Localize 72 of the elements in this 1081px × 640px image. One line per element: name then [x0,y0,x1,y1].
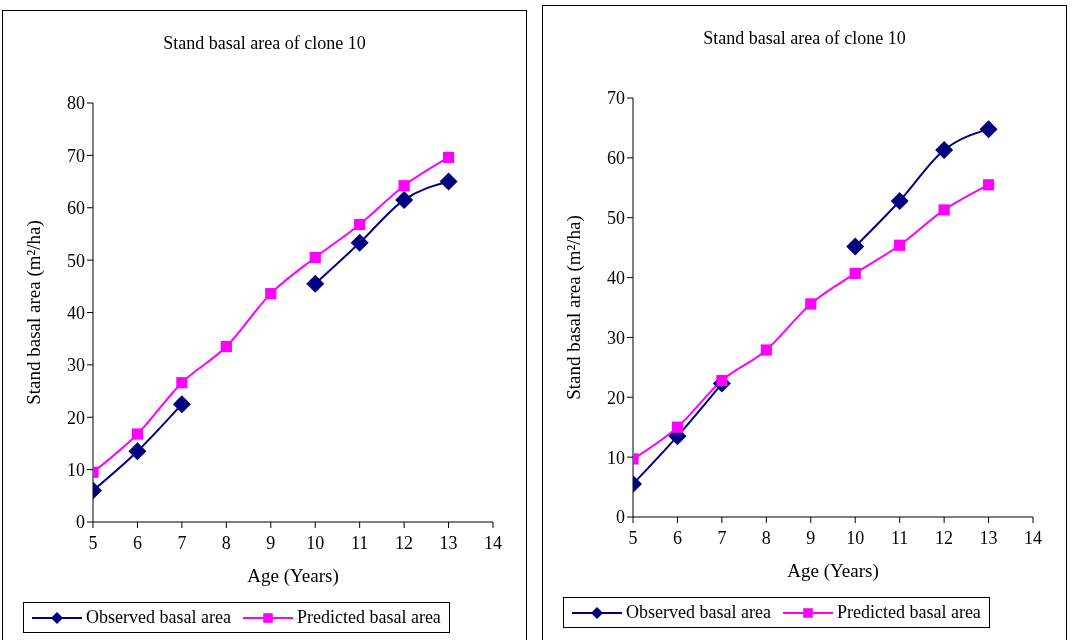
point [265,288,277,300]
y-tick-label: 0 [76,512,85,533]
y-tick-label: 0 [616,507,625,528]
point [671,421,684,433]
x-tick-label: 9 [806,527,816,548]
y-tick-label: 60 [607,148,625,169]
x-axis-title: Age (Years) [247,565,339,587]
x-tick-label: 14 [484,532,502,553]
x-tick-label: 13 [979,527,998,548]
point [395,190,414,209]
x-tick-label: 6 [672,527,682,548]
point [894,239,906,251]
x-tick-label: 5 [628,527,638,548]
y-tick-label: 20 [607,387,625,408]
point [176,377,188,389]
chart-title: Stand basal area of clone 10 [702,28,907,50]
point [354,218,366,231]
point [309,251,321,264]
point [442,151,455,164]
point [890,191,909,210]
x-tick-label: 12 [395,532,414,553]
y-axis-title: Stand basal area (m²/ha) [22,220,45,405]
x-tick-label: 10 [306,532,325,553]
y-tick-label: 70 [607,88,625,109]
x-tick-label: 8 [221,532,231,553]
x-tick-label: 12 [935,527,954,548]
y-tick-label: 80 [67,93,85,114]
x-tick-label: 9 [266,532,276,553]
y-tick-label: 70 [67,145,85,166]
legend-label: Predicted basal area [296,607,441,628]
y-tick-label: 20 [67,407,85,428]
point [805,298,817,310]
y-tick-label: 40 [67,302,85,323]
x-tick-label: 11 [350,532,369,553]
point [760,344,772,356]
x-tick-label: 6 [132,532,142,553]
point [979,120,998,139]
point [849,267,861,279]
y-tick-label: 40 [607,267,625,288]
y-axis-title: Stand basal area (m²/ha) [562,215,585,400]
x-tick-label: 14 [1024,527,1042,548]
x-tick-label: 8 [761,527,771,548]
x-tick-label: 7 [177,532,187,553]
y-tick-label: 30 [67,355,85,376]
point [220,340,232,353]
point [350,233,369,252]
point [938,204,950,216]
legend-label: Predicted basal area [836,602,981,623]
x-tick-label: 11 [890,527,909,548]
y-tick-label: 50 [67,250,85,271]
y-tick-label: 30 [607,327,625,348]
y-tick-label: 60 [67,198,85,219]
legend-label: Observed basal area [626,602,771,623]
x-axis-title: Age (Years) [787,560,879,582]
point [131,428,144,440]
point [172,395,191,414]
x-tick-label: 13 [439,532,458,553]
x-tick-label: 5 [88,532,98,553]
y-tick-label: 10 [607,447,625,468]
y-tick-label: 50 [607,208,625,229]
point [398,180,410,192]
point [439,172,458,191]
point [935,141,954,160]
point [306,274,325,293]
point [982,179,995,191]
y-tick-label: 10 [67,460,85,481]
point [846,237,865,256]
point [128,442,147,461]
x-tick-label: 10 [846,527,865,548]
chart-title: Stand basal area of clone 10 [162,33,367,55]
legend-label: Observed basal area [86,607,231,628]
x-tick-label: 7 [717,527,727,548]
